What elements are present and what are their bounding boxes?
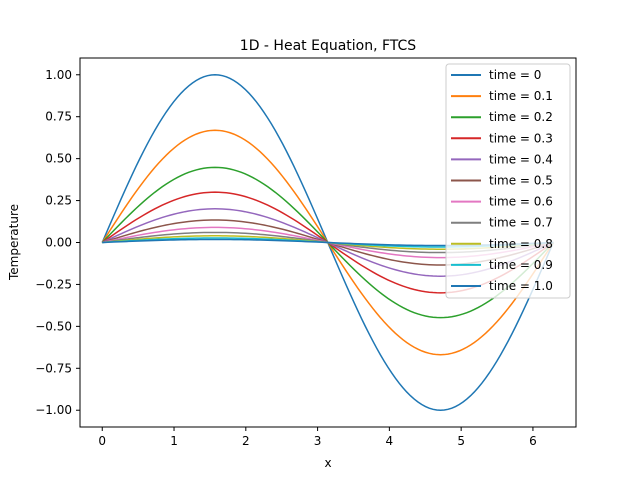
y-tick-label: −0.50 <box>35 319 72 333</box>
y-tick-label: 0.50 <box>45 152 72 166</box>
x-axis-label: x <box>324 456 331 470</box>
legend-label: time = 0.9 <box>489 258 553 272</box>
legend-box <box>445 63 571 299</box>
y-axis-ticks: 1.00 0.75 0.50 0.25 0.00 −0.25 −0.50 −0.75 −1.00 <box>35 68 80 417</box>
x-axis-ticks: 0 1 2 3 4 5 6 <box>98 427 537 448</box>
y-tick-label: 0.00 <box>45 236 72 250</box>
legend-label: time = 0.6 <box>489 195 553 209</box>
x-tick-label: 1 <box>170 434 178 448</box>
legend-label: time = 0.5 <box>489 174 553 188</box>
legend-label: time = 0.2 <box>489 110 553 124</box>
y-tick-label: 0.75 <box>45 110 72 124</box>
legend-label: time = 0.1 <box>489 89 553 103</box>
y-axis-label: Temperature <box>7 204 21 281</box>
y-tick-label: 0.25 <box>45 194 72 208</box>
legend-label: time = 0 <box>489 68 541 82</box>
chart-title: 1D - Heat Equation, FTCS <box>240 38 417 54</box>
x-tick-label: 4 <box>386 434 394 448</box>
x-tick-label: 2 <box>242 434 250 448</box>
legend-label: time = 0.7 <box>489 216 553 230</box>
x-tick-label: 5 <box>457 434 465 448</box>
legend: time = 0 time = 0.1 time = 0.2 time = 0.3 ti… <box>445 63 571 299</box>
y-tick-label: −0.25 <box>35 277 72 291</box>
x-tick-label: 3 <box>314 434 322 448</box>
legend-label: time = 1.0 <box>489 279 553 293</box>
legend-label: time = 0.8 <box>489 237 553 251</box>
x-tick-label: 6 <box>529 434 537 448</box>
x-tick-label: 0 <box>98 434 106 448</box>
y-tick-label: 1.00 <box>45 68 72 82</box>
legend-label: time = 0.3 <box>489 131 553 145</box>
y-tick-label: −1.00 <box>35 403 72 417</box>
legend-label: time = 0.4 <box>489 152 553 166</box>
y-tick-label: −0.75 <box>35 361 72 375</box>
legend-items: time = 0 time = 0.1 time = 0.2 time = 0.3 ti… <box>451 68 553 293</box>
